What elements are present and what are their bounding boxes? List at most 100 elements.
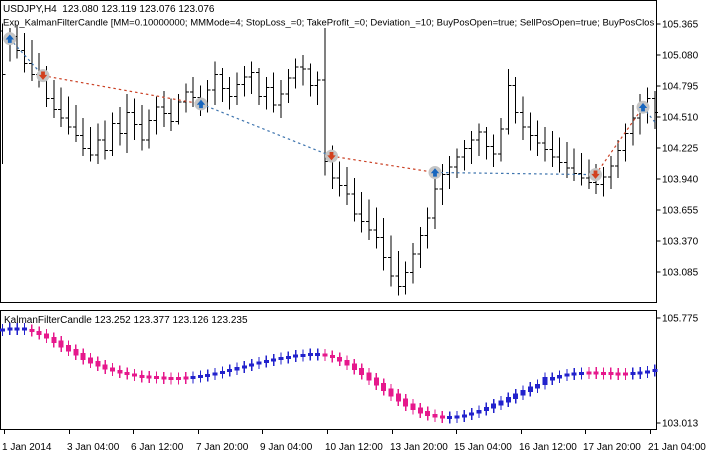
indicator-candle-body [381,382,387,391]
indicator-candle-body [139,374,145,378]
indicator-candle-body [51,336,57,343]
indicator-candle-body [645,370,651,374]
indicator-candle-body [549,376,555,381]
indicator-candle-body [285,355,291,359]
indicator-candle-body [263,360,269,364]
arrow-up-icon [196,99,206,109]
sell-signal-marker[interactable] [36,69,50,83]
price-tick-label: 103.655 [662,206,699,217]
indicator-candle-body [366,372,372,381]
time-tick-label: 7 Jan 20:00 [196,442,249,453]
indicator-candle-body [197,375,203,379]
indicator-candle-body [505,396,511,403]
indicator-candle-body [425,411,431,417]
indicator-candle-body [469,412,475,416]
buy-signal-marker[interactable] [428,165,442,179]
indicator-candle-body [630,372,636,376]
indicator-candle-body [337,357,343,362]
indicator-candle-body [432,414,438,418]
arrow-down-icon [327,151,336,161]
indicator-candle-body [190,375,196,379]
indicator-candle-body [315,352,321,356]
indicator-candle-body [513,393,519,399]
indicator-candle-body [227,369,233,373]
indicator-candle-body [87,357,93,364]
price-tick-label: 104.795 [662,82,699,93]
indicator-candle-body [542,376,548,385]
indicator-candle-body [212,372,218,376]
indicator-candle-body [373,377,379,386]
indicator-candle-body [403,398,409,407]
indicator-candle-body [95,361,101,367]
price-tick-label: 103.940 [662,175,699,186]
indicator-candle-body [0,328,5,332]
indicator-candle-body [300,353,306,357]
indicator-candle-body [219,371,225,375]
indicator-candle-body [586,371,592,375]
arrow-up-icon [430,168,440,177]
sell-signal-marker[interactable] [325,149,338,163]
sell-signal-marker[interactable] [589,168,602,182]
indicator-candle-body [461,414,467,418]
indicator-candle-body [278,356,284,360]
sell-trade-line [42,75,202,105]
main-chart-border [0,0,657,303]
indicator-candle-body [249,363,255,367]
indicator-candle-body [80,353,86,360]
time-tick-label: 3 Jan 04:00 [67,442,120,453]
indicator-candle-body [483,406,489,412]
indicator-candle-body [271,358,277,362]
time-tick-label: 9 Jan 04:00 [260,442,313,453]
indicator-candle-body [615,372,621,376]
indicator-candle-body [344,359,350,366]
price-axis-main: 105.365 105.080 104.795 104.510 104.225 103.9… [656,20,699,279]
indicator-candle-body [161,376,167,380]
arrow-down-icon [38,71,48,80]
arrow-up-icon [638,103,648,112]
indicator-candle-body [117,369,123,374]
indicator-candle-body [58,340,64,348]
price-tick-label: 105.775 [662,314,699,325]
indicator-candle-body [571,372,577,376]
buy-trade-line [434,171,596,176]
buy-signal-marker[interactable] [636,100,650,114]
indicator-candle-body [601,371,607,375]
indicator-candle-body [351,363,357,371]
indicator-candle-body [234,367,240,371]
indicator-candle-body [410,403,416,411]
trade-history-lines [9,38,657,176]
time-tick-label: 21 Jan 04:00 [648,442,706,453]
buy-trade-line [642,106,657,124]
symbol-ohlc-line: USDJPY,H4 123.080 123.119 123.076 123.07… [3,4,215,15]
indicator-candle-body [417,407,423,414]
indicator-candle-body [637,371,643,375]
indicator-candles [0,322,658,424]
price-tick-label: 105.365 [662,20,699,31]
indicator-candle-body [579,371,585,375]
buy-signal-marker[interactable] [3,32,17,46]
price-axis-indicator: 105.775 103.013 [656,314,699,430]
indicator-candle-body [557,375,563,379]
price-bars [0,23,658,296]
indicator-candle-body [652,368,658,372]
indicator-candle-body [454,415,460,419]
buy-signal-marker[interactable] [194,97,208,111]
indicator-candle-body [293,354,299,358]
indicator-candle-body [29,329,35,333]
indicator-candle-body [109,367,115,372]
time-tick-label: 1 Jan 2014 [2,442,52,453]
price-tick-label: 104.225 [662,144,699,155]
indicator-candle-body [7,327,13,331]
trade-markers [3,32,650,182]
indicator-candle-body [131,373,137,377]
indicator-candle-body [593,371,599,375]
indicator-candle-body [43,333,49,339]
price-tick-label: 103.013 [662,419,699,430]
indicator-candle-body [527,386,533,393]
indicator-candle-body [623,372,629,376]
buy-trade-line [200,103,332,157]
indicator-candle-body [73,349,79,356]
indicator-candle-body [447,415,453,419]
indicator-candle-body [36,331,42,335]
